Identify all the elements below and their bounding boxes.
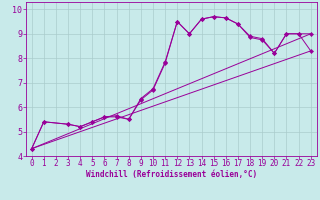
X-axis label: Windchill (Refroidissement éolien,°C): Windchill (Refroidissement éolien,°C)	[86, 170, 257, 179]
